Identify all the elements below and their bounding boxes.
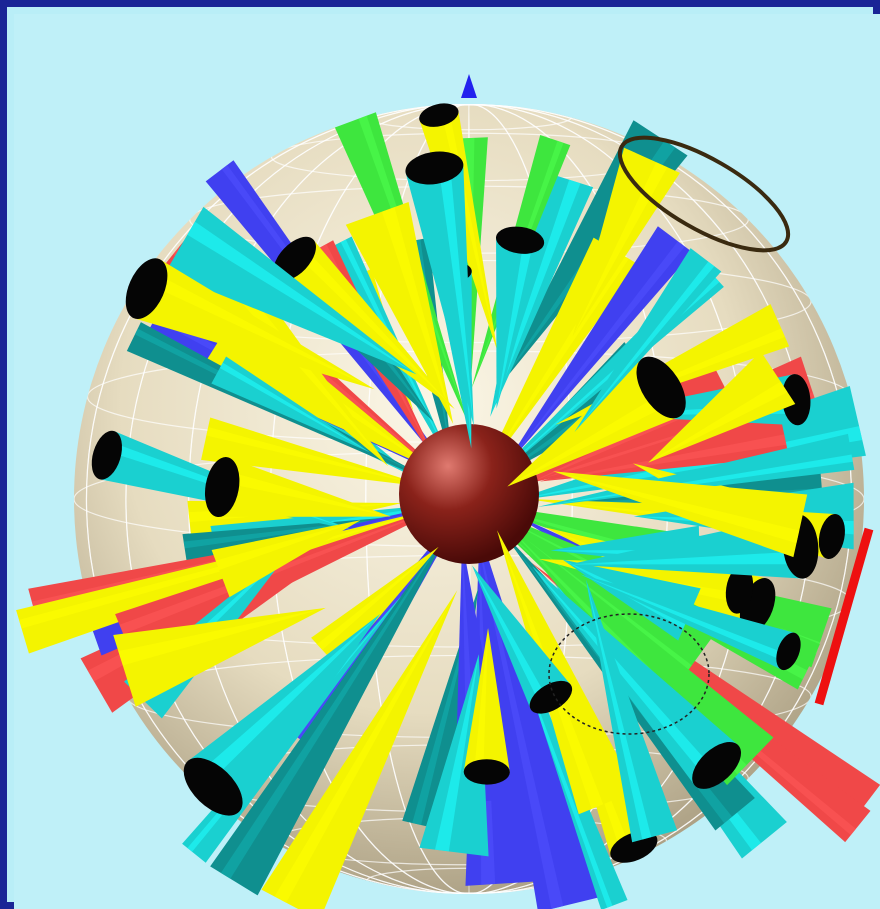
axis-marker-top[interactable]	[461, 74, 477, 98]
3d-viewport[interactable]	[14, 14, 880, 909]
sphere-scene[interactable]	[14, 14, 880, 909]
core-sphere[interactable]	[399, 424, 539, 564]
